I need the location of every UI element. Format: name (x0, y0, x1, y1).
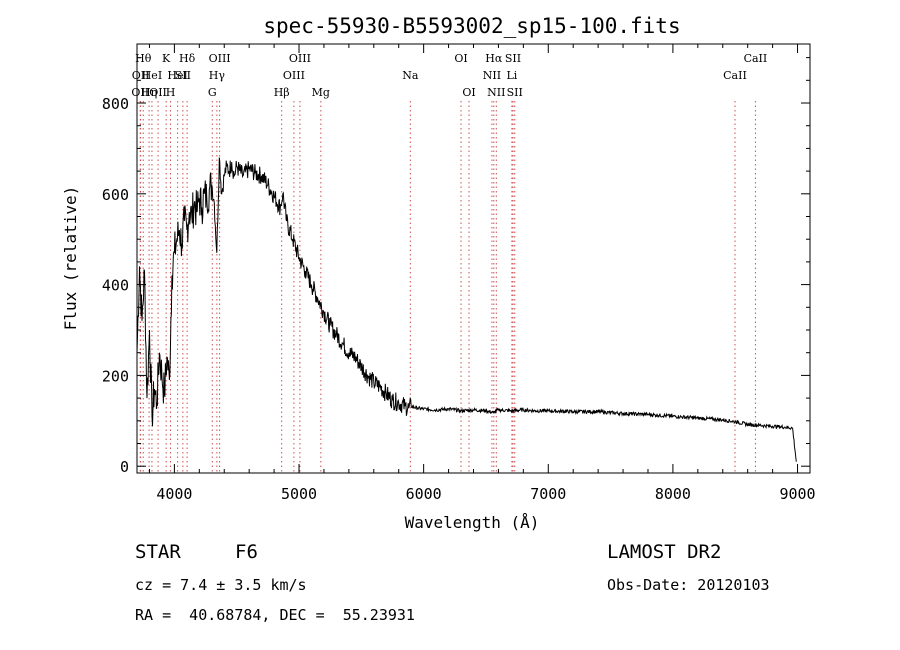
spectral-lines: OIIOIIHθHηHeIOIIKHHeISIIHδGHγOIIIHβOIIIO… (131, 52, 767, 473)
spectral-line-label: Li (506, 69, 517, 82)
spectral-line-label: OII (132, 69, 150, 82)
spectral-line-label: SII (505, 52, 521, 65)
spectral-line-label: Na (402, 69, 419, 82)
y-tick-label: 0 (120, 458, 129, 476)
spectrum-series-line (136, 157, 797, 462)
observation-date: Obs-Date: 20120103 (607, 576, 770, 594)
survey-name: LAMOST DR2 (607, 541, 722, 563)
x-tick-label: 8000 (655, 485, 691, 503)
spectral-line-label: CaII (744, 52, 768, 65)
redshift-cz: cz = 7.4 ± 3.5 km/s (135, 576, 307, 594)
spectral-line-label: K (162, 52, 171, 65)
spectral-line-label: NII (483, 69, 501, 82)
y-tick-label: 600 (102, 186, 129, 204)
spectral-line-label: HeI (142, 69, 162, 82)
y-axis-label: Flux (relative) (61, 186, 80, 331)
x-axis-label: Wavelength (Å) (405, 513, 540, 532)
spectral-line-label: Hη (141, 86, 157, 99)
spectral-line-label: NII (487, 86, 505, 99)
spectral-line-label: OI (462, 86, 475, 99)
object-class: STAR (135, 541, 181, 563)
y-tick-label: 200 (102, 367, 129, 385)
spectral-line-label: OIII (289, 52, 311, 65)
spectral-line-label: SII (175, 69, 191, 82)
axis-ticks: 4000 5000 6000 7000 8000 9000 0 200 400 600 800 (102, 44, 816, 503)
y-tick-label: 800 (102, 95, 129, 113)
x-tick-label: 7000 (530, 485, 566, 503)
spectral-line-label: G (208, 86, 217, 99)
spectral-line-label: HeI (167, 69, 187, 82)
spectral-line-label: Hδ (179, 52, 196, 65)
spectral-line-label: Hα (485, 52, 503, 65)
spectral-line-label: OI (454, 52, 467, 65)
x-tick-label: 5000 (281, 485, 317, 503)
x-tick-label: 9000 (779, 485, 815, 503)
spectral-line-label: Hβ (274, 86, 290, 99)
spectral-line-label: H (166, 86, 176, 99)
spectral-line-label: SII (507, 86, 523, 99)
chart-title: spec-55930-B5593002_sp15-100.fits (263, 14, 680, 38)
spectral-line-label: Mg (312, 86, 330, 99)
spectral-line-label: OII (131, 86, 149, 99)
x-tick-label: 4000 (156, 485, 192, 503)
spectral-line-label: Hθ (135, 52, 152, 65)
spectral-line-label: Hγ (209, 69, 226, 82)
x-tick-label: 6000 (406, 485, 442, 503)
y-tick-label: 400 (102, 277, 129, 295)
spectral-line-label: OII (149, 86, 167, 99)
spectral-line-label: OIII (283, 69, 305, 82)
coordinates: RA = 40.68784, DEC = 55.23931 (135, 606, 415, 624)
spectral-line-label: OIII (209, 52, 231, 65)
object-subclass: F6 (235, 541, 258, 563)
spectral-line-label: CaII (723, 69, 747, 82)
plot-frame (136, 43, 811, 474)
